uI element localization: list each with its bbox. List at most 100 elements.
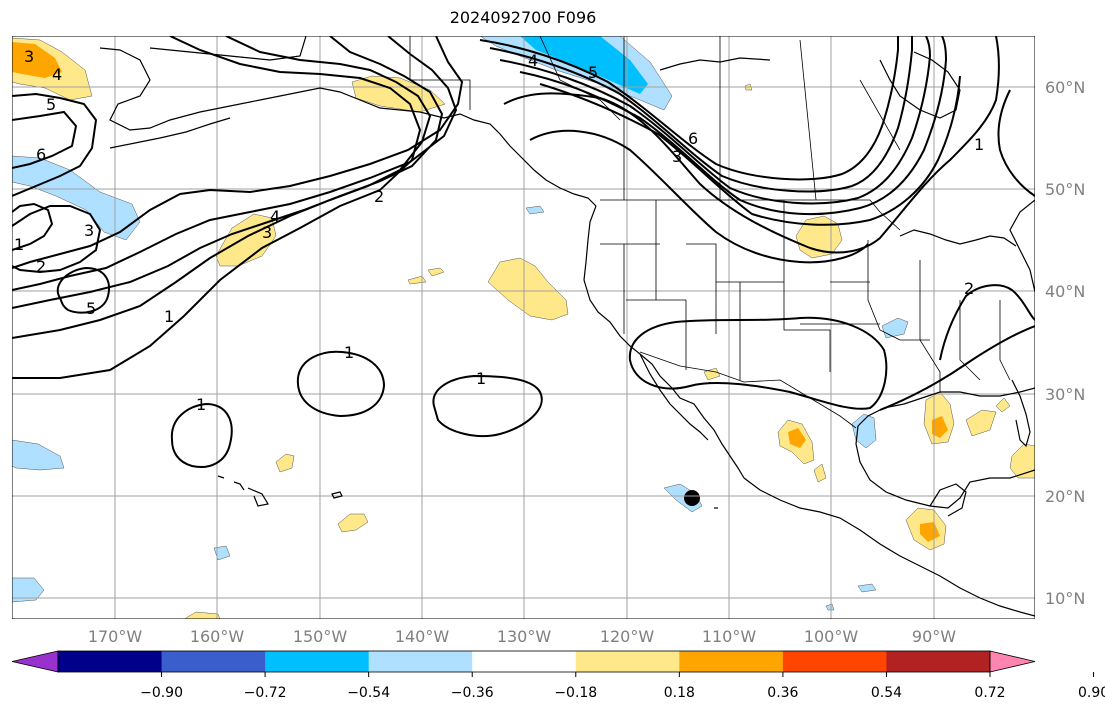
state-borders — [600, 200, 1011, 392]
lat-label: 10°N — [1045, 589, 1085, 608]
positive-anomaly-patch — [965, 409, 997, 437]
contour-4-north-pacific — [12, 36, 458, 291]
negative-anomaly-patch — [857, 583, 877, 593]
contour-label: 5 — [588, 63, 598, 82]
lon-label: 110°W — [702, 627, 757, 646]
positive-anomaly-patch — [487, 257, 569, 321]
positive-anomaly-patch — [995, 397, 1011, 413]
negative-anomaly-patch — [525, 205, 545, 215]
contour-label: 1 — [974, 135, 984, 154]
yucatan — [929, 483, 967, 517]
baja-peninsula — [639, 353, 709, 441]
contour-label: 5 — [86, 299, 96, 318]
contour-label: 2 — [964, 279, 974, 298]
province-borders — [539, 36, 901, 201]
contour-label: 4 — [528, 51, 538, 70]
negative-anomaly-patch — [12, 577, 45, 603]
lat-label: 60°N — [1045, 78, 1085, 97]
lon-label: 100°W — [804, 627, 859, 646]
positive-anomaly-patch — [215, 213, 277, 267]
colorbar-tick-label: 0.72 — [974, 685, 1005, 701]
contour-label: 1 — [344, 343, 354, 362]
contour-label-group: 3 4 5 6 1 2 3 4 2 3 1 5 1 1 1 1 2 6 3 4 … — [14, 47, 984, 414]
contour-2-east — [939, 284, 1035, 361]
lon-label: 150°W — [293, 627, 348, 646]
negative-anomaly-patch — [825, 603, 835, 611]
colorbar-swatch — [886, 651, 991, 672]
map-panel: 3 4 5 6 1 2 3 4 2 3 1 5 1 1 1 1 2 6 3 4 … — [12, 36, 1035, 619]
hudson-bay — [879, 51, 961, 119]
contour-label: 3 — [262, 223, 272, 242]
colorbar-swatch — [782, 651, 887, 672]
colorbar-tick-label: 0.36 — [767, 685, 798, 701]
strong-negative-dot — [684, 490, 700, 506]
contour-label: 4 — [270, 207, 280, 226]
contour-label: 4 — [52, 65, 62, 84]
atlantic-coast — [1009, 199, 1035, 293]
lon-label: 90°W — [912, 627, 956, 646]
contour-1-mexico-us — [628, 316, 888, 410]
lon-label: 160°W — [190, 627, 245, 646]
positive-anomaly-patch — [813, 463, 827, 483]
contour-3 — [479, 36, 899, 181]
contour-west-loops — [12, 92, 98, 197]
contour-west-loops — [12, 202, 54, 251]
positive-anomaly-patch — [427, 267, 445, 277]
map-title: 2024092700 F096 — [449, 8, 597, 27]
lat-label: 30°N — [1045, 385, 1085, 404]
contour-west-loops — [12, 205, 102, 274]
contour-1-closed — [170, 402, 233, 468]
contour-ridge-1-outer — [529, 129, 869, 264]
contour-7 — [539, 75, 961, 226]
positive-anomaly-core — [932, 416, 948, 438]
colorbar-tick-label: 0.54 — [871, 685, 902, 701]
contour-closed-ring — [56, 266, 110, 314]
contour-label: 5 — [46, 95, 56, 114]
colorbar-swatch — [368, 651, 473, 672]
lon-label: 120°W — [600, 627, 655, 646]
colorbar-swatch — [679, 651, 784, 672]
colorbar-swatch — [472, 651, 577, 672]
colorbar-frame — [57, 650, 991, 673]
contour-label: 1 — [196, 395, 206, 414]
great-lakes — [899, 229, 1017, 247]
longitude-labels: 170°W 160°W 150°W 140°W 130°W 120°W 110°… — [88, 627, 956, 646]
alaska-coast — [99, 47, 597, 207]
us-west-coast — [583, 205, 745, 479]
lat-label: 40°N — [1045, 282, 1085, 301]
contour-1-closed — [432, 374, 543, 438]
contour-label: 2 — [36, 257, 46, 276]
colorbar-tick-label: −0.36 — [451, 685, 494, 701]
contour-2-east-outer — [879, 325, 1035, 411]
contour-2-north-pacific — [12, 36, 432, 339]
coastlines — [99, 36, 1035, 617]
contour-6 — [519, 36, 948, 216]
contour-lines — [12, 36, 1035, 468]
colorbar: −0.90 −0.72 −0.54 −0.36 −0.18 0.18 0.36 0.54 0.7… — [11, 650, 1105, 701]
contour-label: 1 — [14, 235, 24, 254]
colorbar-tick-label: −0.18 — [554, 685, 597, 701]
positive-anomaly-core — [920, 522, 940, 542]
latitude-labels: 60°N 50°N 40°N 30°N 20°N 10°N — [1045, 78, 1085, 608]
negative-anomaly-patch — [12, 439, 65, 471]
colorbar-tick-label: −0.54 — [347, 685, 390, 701]
colorbar-tick-label: 0.90 — [1078, 685, 1105, 701]
colorbar-tick-label: −0.90 — [140, 685, 183, 701]
contour-label: 3 — [84, 221, 94, 240]
colorbar-extend-min — [11, 650, 59, 673]
contour-label: 3 — [672, 147, 682, 166]
colorbar-tick-label: −0.72 — [244, 685, 287, 701]
small-island — [331, 491, 343, 499]
lon-label: 170°W — [88, 627, 143, 646]
colorbar-swatch — [161, 651, 266, 672]
north-canada-coast — [659, 57, 771, 71]
contour-label: 3 — [24, 47, 34, 66]
colorbar-tick-label: 0.18 — [664, 685, 695, 701]
positive-anomaly-core — [788, 428, 806, 448]
colorbar-swatch — [265, 651, 370, 672]
contour-label: 2 — [374, 187, 384, 206]
graticule — [12, 36, 1035, 619]
contour-label: 6 — [688, 129, 698, 148]
contour-1-north-pacific — [12, 36, 422, 379]
